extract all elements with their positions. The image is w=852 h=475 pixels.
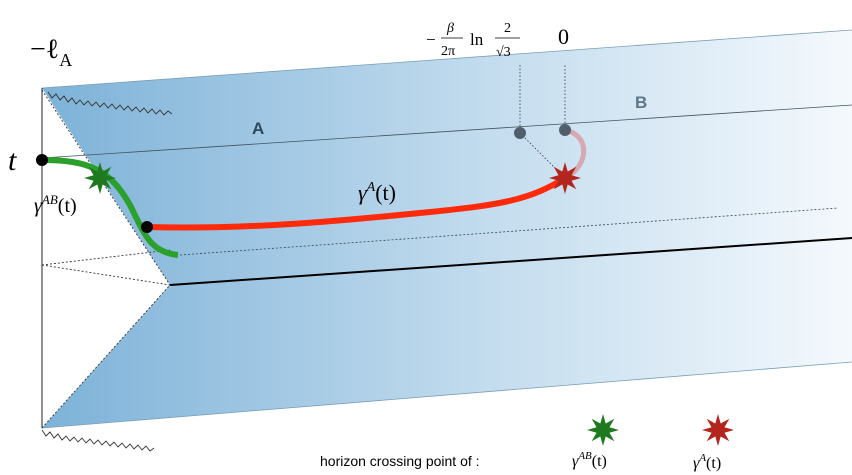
point: [514, 127, 526, 139]
den: 2π: [441, 44, 455, 59]
label-t: t: [8, 144, 17, 177]
star-gamma-ab: [84, 162, 116, 194]
label-ell: −ℓA: [30, 34, 72, 70]
sign: −: [426, 30, 436, 49]
legend-text: horizon crossing point of :: [320, 453, 480, 469]
star-gamma-a: [549, 162, 581, 194]
num: β: [446, 21, 454, 36]
num2: 2: [504, 21, 511, 36]
region-b: B: [635, 93, 647, 112]
legend-star: [702, 414, 734, 446]
region-a: A: [252, 119, 264, 138]
point: [559, 124, 571, 136]
legend-item: γAB(t): [572, 450, 607, 470]
label-gamma-ab: γAB(t): [34, 192, 77, 217]
legend-item: γA(t): [693, 452, 721, 472]
label-crossing: − β 2π ln 2 √3: [426, 21, 520, 60]
legend-star: [587, 414, 619, 446]
den2: √3: [496, 45, 511, 60]
label-gamma-a: γA(t): [358, 180, 396, 205]
ln: ln: [470, 30, 484, 49]
diagram: −ℓA t A B γA(t) γAB(t) − β 2π ln 2 √3 0 …: [0, 0, 852, 475]
label-zero: 0: [558, 24, 569, 49]
